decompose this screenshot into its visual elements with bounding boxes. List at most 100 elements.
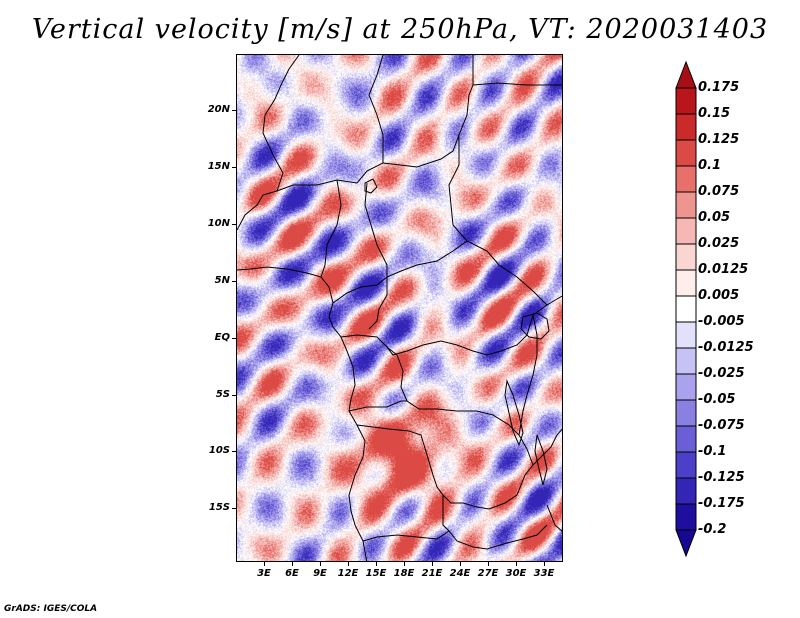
- chart-title: Vertical velocity [m/s] at 250hPa, VT: 2…: [31, 14, 769, 45]
- colorbar-swatch: [675, 373, 697, 401]
- lat-tick: [232, 451, 236, 452]
- colorbar-swatch: [675, 425, 697, 453]
- lat-label: 10S: [208, 445, 230, 456]
- colorbar-swatch: [675, 217, 697, 245]
- border: [442, 495, 548, 550]
- colorbar-label: 0.075: [698, 184, 740, 199]
- colorbar-label: 0.15: [698, 106, 731, 121]
- border: [546, 504, 562, 532]
- colorbar-label: -0.05: [698, 392, 736, 407]
- border: [276, 55, 384, 192]
- border: [368, 277, 388, 330]
- border: [320, 179, 342, 278]
- colorbar-swatch: [675, 503, 697, 531]
- lon-label: 30E: [505, 568, 527, 579]
- lon-label: 18E: [393, 568, 415, 579]
- colorbar-label: -0.2: [698, 522, 727, 537]
- lon-tick: [264, 562, 265, 566]
- lon-tick: [376, 562, 377, 566]
- lat-label: 5S: [215, 389, 230, 400]
- lat-label: 15S: [208, 502, 230, 513]
- colorbar-label: -0.075: [698, 418, 745, 433]
- lat-tick: [232, 281, 236, 282]
- lat-tick: [232, 508, 236, 509]
- lon-label: 12E: [337, 568, 359, 579]
- colorbar-swatch: [675, 87, 697, 115]
- colorbar-label: 0.05: [698, 210, 731, 225]
- colorbar-label: -0.025: [698, 366, 745, 381]
- colorbar-swatch: [675, 321, 697, 349]
- lat-label: 10N: [207, 218, 230, 229]
- lon-tick: [320, 562, 321, 566]
- colorbar-label: -0.1: [698, 444, 727, 459]
- border: [516, 428, 562, 496]
- colorbar-max-arrow: [675, 60, 697, 89]
- lon-label: 6E: [285, 568, 299, 579]
- lon-tick: [460, 562, 461, 566]
- border: [362, 530, 450, 542]
- colorbar: [675, 60, 697, 558]
- lat-label: 20N: [207, 104, 230, 115]
- colorbar-swatch: [675, 243, 697, 271]
- colorbar-label: 0.175: [698, 80, 740, 95]
- lat-label: 5N: [214, 275, 230, 286]
- lake-victoria: [520, 312, 550, 340]
- lon-tick: [404, 562, 405, 566]
- colorbar-swatch: [675, 113, 697, 141]
- colorbar-swatch: [675, 269, 697, 297]
- lon-tick: [544, 562, 545, 566]
- colorbar-swatch: [675, 165, 697, 193]
- lat-tick: [232, 224, 236, 225]
- colorbar-min-arrow: [675, 529, 697, 558]
- velocity-field: [237, 55, 562, 561]
- lake-malawi: [534, 434, 548, 486]
- lon-label: 3E: [257, 568, 271, 579]
- lat-label: EQ: [214, 332, 230, 343]
- footer-credit: GrADS: IGES/COLA: [4, 604, 98, 614]
- border: [518, 314, 538, 436]
- colorbar-swatch: [675, 477, 697, 505]
- lon-tick: [488, 562, 489, 566]
- lon-tick: [516, 562, 517, 566]
- colorbar-label: 0.005: [698, 288, 740, 303]
- lon-label: 24E: [449, 568, 471, 579]
- colorbar-swatch: [675, 451, 697, 479]
- border: [472, 82, 562, 86]
- border: [386, 346, 528, 450]
- border: [332, 240, 468, 304]
- lake-tanganyika: [504, 379, 524, 447]
- coastline-nw: [237, 55, 300, 231]
- colorbar-label: -0.125: [698, 470, 745, 485]
- border: [348, 400, 407, 412]
- lat-label: 15N: [207, 161, 230, 172]
- lon-tick: [348, 562, 349, 566]
- colorbar-label: 0.1: [698, 158, 722, 173]
- lon-tick: [432, 562, 433, 566]
- border: [526, 448, 534, 466]
- colorbar-label: -0.175: [698, 496, 745, 511]
- colorbar-swatch: [675, 295, 697, 323]
- lake-chad: [364, 178, 378, 194]
- country-borders: [237, 55, 562, 561]
- lat-tick: [232, 395, 236, 396]
- map-panel: [236, 54, 563, 562]
- border: [340, 295, 562, 356]
- lon-label: 9E: [313, 568, 327, 579]
- lon-label: 15E: [365, 568, 387, 579]
- coastline-west: [237, 266, 368, 561]
- colorbar-label: -0.0125: [698, 340, 754, 355]
- colorbar-swatch: [675, 191, 697, 219]
- lon-label: 33E: [533, 568, 555, 579]
- lon-tick: [292, 562, 293, 566]
- colorbar-swatch: [675, 139, 697, 167]
- colorbar-label: 0.125: [698, 132, 740, 147]
- lon-label: 27E: [477, 568, 499, 579]
- colorbar-swatch: [675, 347, 697, 375]
- lat-tick: [232, 110, 236, 111]
- border: [364, 182, 388, 277]
- lon-label: 21E: [421, 568, 443, 579]
- lat-tick: [232, 167, 236, 168]
- colorbar-label: 0.025: [698, 236, 740, 251]
- lat-tick: [232, 338, 236, 339]
- border: [356, 424, 518, 510]
